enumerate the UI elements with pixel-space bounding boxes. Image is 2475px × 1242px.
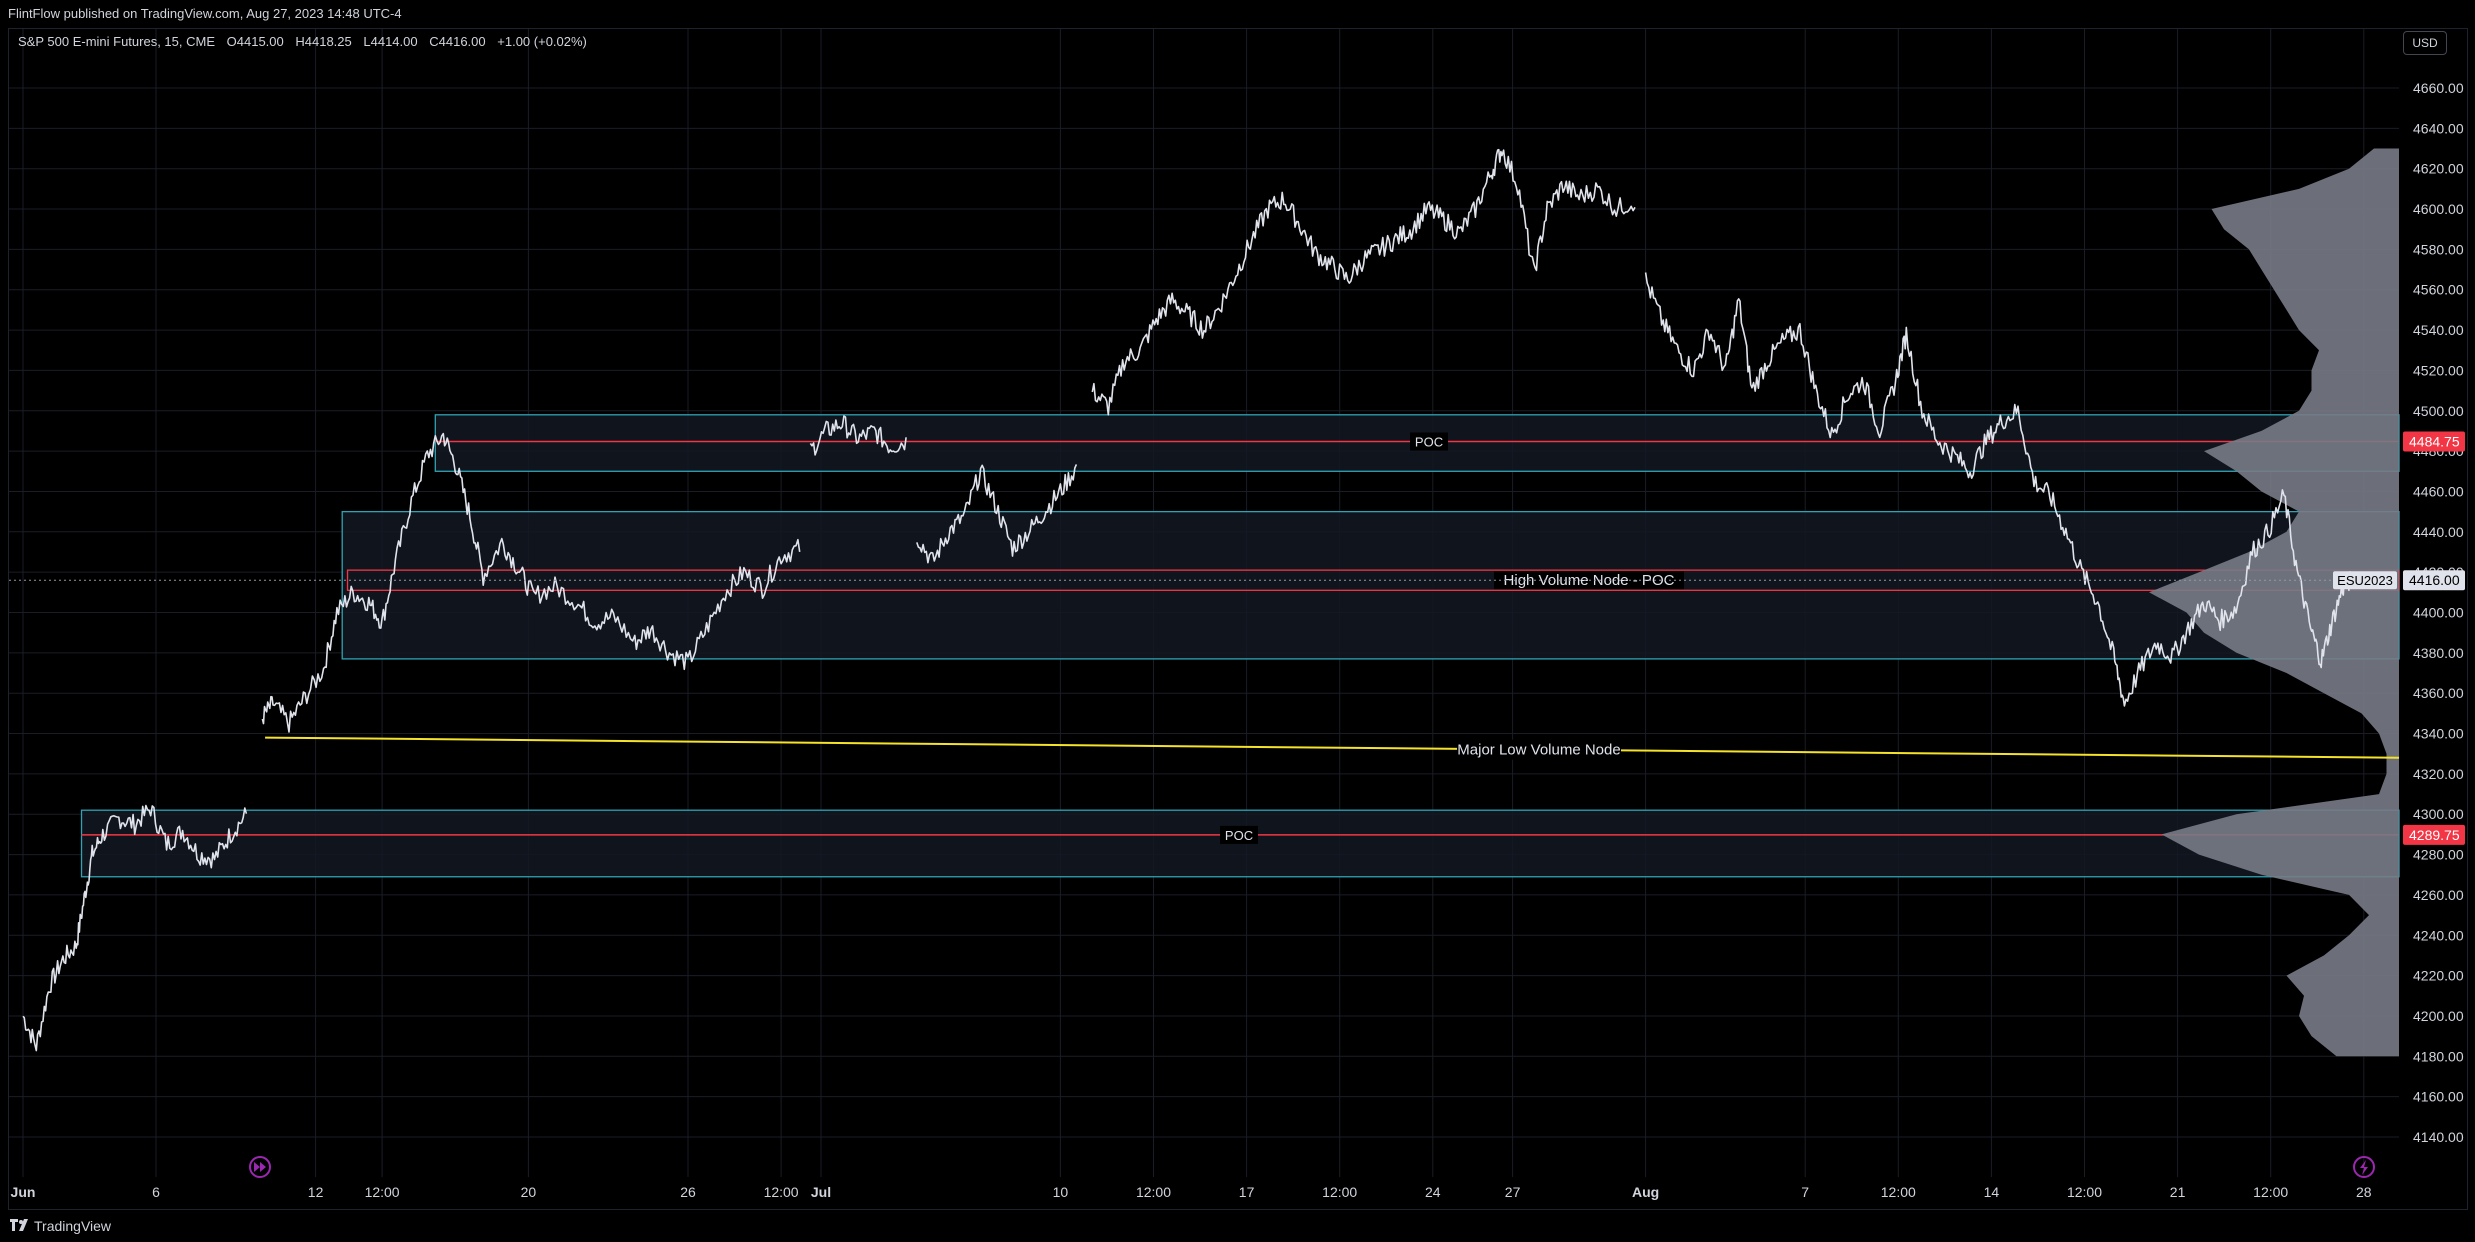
chart-legend[interactable]: S&P 500 E-mini Futures, 15, CME O4415.00… (18, 34, 595, 50)
time-axis-tick: 12 (308, 1184, 324, 1200)
time-axis-tick: 20 (521, 1184, 537, 1200)
price-axis-tick: 4580.00 (2413, 241, 2464, 257)
price-axis-tick: 4640.00 (2413, 120, 2464, 136)
zone-label-bg (1220, 825, 1258, 844)
time-axis-tick: 7 (1801, 1184, 1809, 1200)
price-axis-tick: 4260.00 (2413, 887, 2464, 903)
price-axis-tick: 4280.00 (2413, 847, 2464, 863)
time-axis-tick: 12:00 (1322, 1184, 1357, 1200)
price-axis-tick: 4380.00 (2413, 645, 2464, 661)
time-axis-tick: 12:00 (2253, 1184, 2288, 1200)
time-axis-tick: 17 (1239, 1184, 1255, 1200)
tradingview-logo-icon[interactable] (10, 1219, 30, 1233)
price-axis-tick: 4140.00 (2413, 1129, 2464, 1145)
price-axis-tick: 4320.00 (2413, 766, 2464, 782)
price-badge-label: 4484.75 (2409, 434, 2460, 450)
price-badge (2403, 431, 2465, 452)
price-badge (2403, 570, 2465, 591)
time-axis-tick: 10 (1053, 1184, 1069, 1200)
price-axis-tick: 4620.00 (2413, 161, 2464, 177)
price-series-segment (22, 804, 248, 1052)
price-axis-tick: 4340.00 (2413, 726, 2464, 742)
price-badge (2403, 824, 2465, 845)
price-axis-tick: 4300.00 (2413, 806, 2464, 822)
time-axis-tick: 6 (152, 1184, 160, 1200)
lightning-glyph (2360, 1160, 2368, 1175)
ohlc-high: H4418.25 (295, 34, 352, 49)
price-axis-tick: 4360.00 (2413, 685, 2464, 701)
lvn-label: Major Low Volume Node (1457, 742, 1620, 759)
zone-label-bg (1410, 432, 1448, 451)
footer-brand[interactable]: TradingView (34, 1218, 112, 1234)
price-axis-tick: 4180.00 (2413, 1048, 2464, 1064)
lightning-circle-icon[interactable] (2353, 1156, 2375, 1178)
symbol-name[interactable]: S&P 500 E-mini Futures, 15, CME (18, 34, 216, 49)
price-axis-tick: 4660.00 (2413, 80, 2464, 96)
price-axis-tick: 4160.00 (2413, 1089, 2464, 1105)
time-axis-tick: 12:00 (2067, 1184, 2102, 1200)
time-axis-tick: 12:00 (365, 1184, 400, 1200)
time-axis-tick: Jul (811, 1184, 831, 1200)
price-axis-tick: 4560.00 (2413, 282, 2464, 298)
zone-box-high-volume-node (341, 510, 2400, 660)
footer-bar: TradingView (0, 1210, 2475, 1242)
time-axis-tick: 26 (680, 1184, 696, 1200)
time-axis-tick: 28 (2356, 1184, 2372, 1200)
price-series-segment (916, 464, 1078, 564)
time-axis-tick: 12:00 (1136, 1184, 1171, 1200)
volume-profile (2149, 148, 2399, 1057)
symbol-tag-bg (2333, 571, 2397, 590)
low-volume-node-line (265, 736, 2400, 759)
price-axis-tick: 4460.00 (2413, 483, 2464, 499)
ohlc-change: +1.00 (+0.02%) (497, 34, 587, 49)
price-series-segment (809, 415, 907, 456)
time-axis-tick: 21 (2170, 1184, 2186, 1200)
price-axis-bg (2401, 29, 2467, 1209)
chart-panel[interactable]: Major Low Volume Node POC High Volume Node… (8, 28, 2468, 1210)
ohlc-close: C4416.00 (429, 34, 486, 49)
time-axis-tick: 27 (1505, 1184, 1521, 1200)
price-badge-label: 4416.00 (2409, 572, 2460, 588)
price-axis-tick: 4440.00 (2413, 524, 2464, 540)
currency-button[interactable]: USD (2403, 31, 2447, 55)
price-series-segment (261, 432, 801, 733)
price-axis-tick: 4500.00 (2413, 403, 2464, 419)
price-badge-label: 4289.75 (2409, 827, 2460, 843)
zone-label: POC (1225, 828, 1253, 843)
price-axis-tick: 4200.00 (2413, 1008, 2464, 1024)
ohlc-low: L4414.00 (363, 34, 418, 49)
price-axis-tick: 4540.00 (2413, 322, 2464, 338)
lvn-label-bg (1457, 739, 1621, 760)
price-axis-tick: 4240.00 (2413, 927, 2464, 943)
price-axis-tick: 4400.00 (2413, 605, 2464, 621)
price-axis-tick: 4220.00 (2413, 968, 2464, 984)
price-series-segment (1091, 148, 1636, 416)
price-axis-tick: 4600.00 (2413, 201, 2464, 217)
fast-forward-glyph (254, 1162, 266, 1172)
time-axis-tick: Jun (11, 1184, 36, 1200)
time-axis-tick: 12:00 (764, 1184, 799, 1200)
price-series-segment (1644, 272, 2352, 707)
fast-forward-circle-icon[interactable] (249, 1156, 271, 1178)
time-axis-tick: 24 (1425, 1184, 1441, 1200)
symbol-tag[interactable]: ESU2023 (2337, 573, 2393, 588)
time-axis-tick: Aug (1632, 1184, 1659, 1200)
ohlc-open: O4415.00 (226, 34, 284, 49)
time-axis-tick: 12:00 (1881, 1184, 1916, 1200)
zone-label: POC (1415, 435, 1443, 450)
time-axis-tick: 14 (1984, 1184, 2000, 1200)
publisher-line: FlintFlow published on TradingView.com, … (0, 0, 2475, 28)
price-axis-tick: 4520.00 (2413, 362, 2464, 378)
